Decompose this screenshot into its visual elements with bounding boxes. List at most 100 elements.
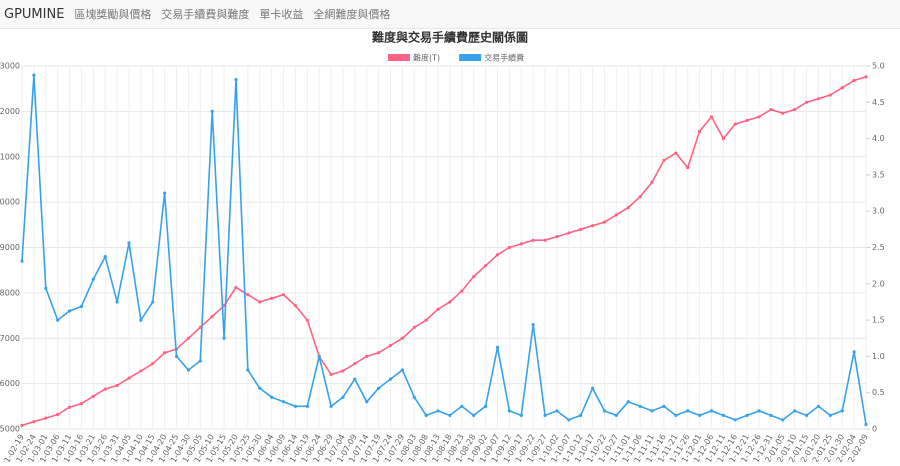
- brand[interactable]: GPUMINE: [4, 6, 65, 22]
- point: [638, 195, 642, 199]
- point: [329, 404, 333, 408]
- point: [507, 409, 511, 413]
- point: [258, 300, 262, 304]
- legend-label: 難度(T): [413, 53, 440, 63]
- point: [365, 354, 369, 358]
- point: [828, 93, 832, 97]
- point: [697, 129, 702, 133]
- y2-tick-label: 5.0: [872, 62, 885, 71]
- y-tick-label: 6000: [0, 379, 20, 388]
- point: [733, 122, 737, 126]
- point: [757, 409, 761, 413]
- y-tick-label: 8000: [0, 288, 20, 297]
- point: [579, 227, 583, 231]
- point: [377, 386, 381, 390]
- point: [377, 351, 381, 355]
- point: [555, 235, 559, 239]
- point: [686, 409, 690, 413]
- point: [79, 401, 84, 406]
- point: [400, 368, 404, 372]
- point: [816, 97, 821, 101]
- point: [531, 238, 535, 242]
- point: [246, 293, 250, 297]
- point: [341, 395, 345, 399]
- point: [341, 369, 345, 373]
- point: [638, 404, 642, 408]
- point: [674, 151, 678, 155]
- point: [484, 404, 488, 408]
- point: [186, 336, 191, 340]
- navbar: GPUMINE 區塊獎勵與價格 交易手續費與難度 單卡收益 全網難度與價格: [0, 0, 900, 29]
- point: [353, 377, 357, 381]
- point: [495, 253, 500, 257]
- point: [388, 377, 393, 381]
- point: [103, 387, 107, 391]
- point: [412, 395, 416, 399]
- point: [816, 404, 821, 408]
- point: [163, 191, 167, 195]
- point: [139, 369, 143, 373]
- point: [388, 343, 393, 348]
- point: [436, 307, 440, 311]
- point: [210, 109, 214, 113]
- legend-swatch: [388, 54, 410, 61]
- point: [139, 318, 143, 322]
- point: [721, 413, 725, 417]
- point: [614, 413, 618, 417]
- point: [460, 404, 464, 408]
- point: [448, 300, 452, 304]
- point: [281, 293, 286, 297]
- point: [270, 395, 274, 399]
- point: [44, 416, 48, 420]
- point: [519, 242, 523, 246]
- y-tick-label: 7000: [0, 334, 20, 343]
- point: [614, 213, 618, 217]
- point: [769, 107, 773, 112]
- legend-swatch: [459, 54, 482, 61]
- nav-link[interactable]: 交易手續費與難度: [161, 8, 250, 21]
- point: [222, 336, 226, 340]
- point: [567, 231, 571, 235]
- point: [793, 409, 797, 413]
- point: [590, 386, 595, 390]
- point: [234, 285, 238, 290]
- point: [721, 137, 725, 141]
- series-line: [21, 75, 867, 425]
- point: [769, 413, 773, 417]
- point: [317, 354, 321, 358]
- point: [20, 259, 24, 263]
- point: [484, 264, 488, 268]
- point: [151, 300, 155, 304]
- point: [329, 372, 333, 377]
- point: [412, 325, 416, 329]
- point: [733, 418, 737, 422]
- point: [757, 115, 761, 119]
- y2-tick-label: 3.0: [872, 207, 885, 216]
- point: [258, 386, 262, 390]
- point: [864, 422, 868, 427]
- point: [365, 400, 369, 404]
- y2-tick-label: 1.5: [872, 316, 885, 325]
- point: [91, 394, 95, 398]
- y2-tick-label: 0.5: [872, 388, 885, 397]
- point: [174, 354, 179, 358]
- y-tick-label: 9000: [0, 243, 20, 252]
- point: [590, 224, 595, 228]
- point: [424, 318, 428, 322]
- point: [293, 303, 298, 308]
- point: [56, 412, 60, 417]
- nav-link[interactable]: 單卡收益: [259, 8, 304, 21]
- y2-tick-label: 3.5: [872, 170, 885, 179]
- point: [32, 73, 36, 77]
- point: [44, 286, 48, 290]
- nav-link[interactable]: 區塊獎勵與價格: [74, 8, 152, 21]
- point: [507, 245, 511, 250]
- point: [852, 78, 856, 83]
- nav-link[interactable]: 全網難度與價格: [313, 8, 391, 21]
- point: [840, 409, 844, 413]
- point: [709, 115, 714, 119]
- point: [127, 376, 131, 380]
- point: [246, 368, 250, 372]
- point: [163, 351, 167, 355]
